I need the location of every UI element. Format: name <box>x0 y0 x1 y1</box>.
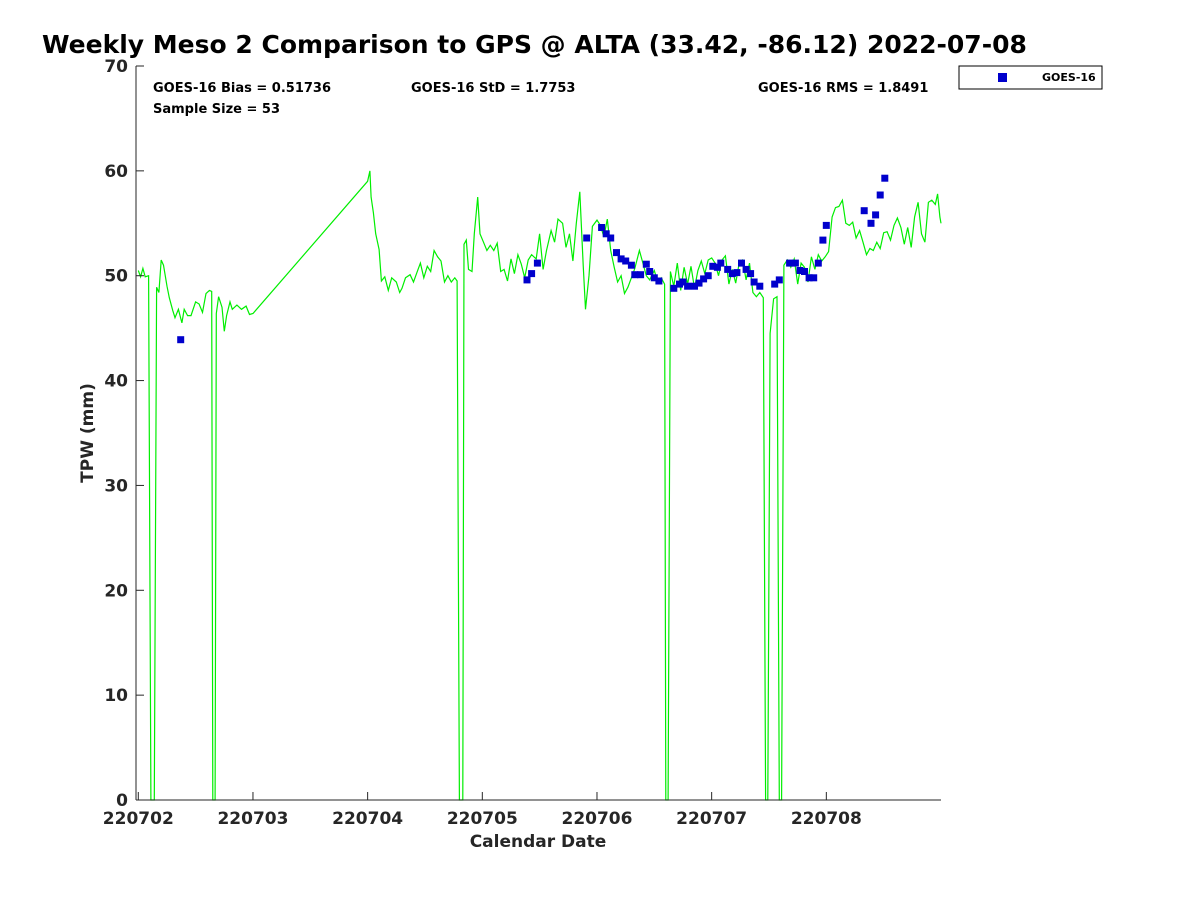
x-tick-label: 220703 <box>217 809 288 829</box>
goes-point <box>679 278 687 286</box>
goes-point <box>709 262 717 270</box>
y-tick-label: 70 <box>104 57 128 77</box>
goes-point <box>602 230 610 238</box>
goes-point <box>801 268 808 275</box>
x-tick-label: 220705 <box>447 809 518 829</box>
legend-box <box>958 65 1103 90</box>
x-tick-label: 220704 <box>332 809 403 829</box>
goes-point <box>742 265 750 273</box>
goes-point <box>819 236 827 244</box>
goes-point <box>700 275 708 283</box>
goes-point <box>622 257 630 265</box>
y-tick-label: 20 <box>104 581 128 601</box>
x-tick-label: 220702 <box>103 809 174 829</box>
goes-point <box>860 207 868 215</box>
legend-label: GOES-16 <box>1042 71 1096 84</box>
goes-point <box>822 221 830 229</box>
goes-point <box>598 224 606 231</box>
rms-stat: GOES-16 RMS = 1.8491 <box>758 81 928 96</box>
std-stat: GOES-16 StD = 1.7753 <box>411 81 575 96</box>
legend: GOES-16 <box>958 65 1103 90</box>
goes-point <box>704 272 712 280</box>
goes-point <box>533 259 541 267</box>
plot-background <box>136 66 941 800</box>
goes-point <box>627 261 635 269</box>
sample-size-stat: Sample Size = 53 <box>153 102 280 117</box>
goes-point <box>876 191 884 199</box>
goes-point <box>523 276 531 284</box>
goes-point <box>646 268 654 275</box>
y-tick-label: 30 <box>104 476 128 496</box>
goes-point <box>750 278 758 286</box>
goes-point <box>728 270 736 278</box>
goes-point <box>756 282 764 290</box>
y-tick-label: 50 <box>104 267 128 287</box>
goes-point <box>786 259 794 267</box>
goes-point <box>642 260 650 268</box>
goes-point <box>717 259 725 267</box>
goes-point <box>747 270 755 278</box>
goes-point <box>670 284 678 292</box>
goes-point <box>617 255 625 263</box>
goes-point <box>738 259 745 267</box>
goes-point <box>631 271 639 279</box>
goes-point <box>771 280 779 288</box>
goes-point <box>796 267 804 274</box>
plot-area <box>136 66 941 800</box>
goes-point <box>691 282 698 290</box>
goes-point <box>650 274 658 282</box>
goes-point <box>655 277 663 285</box>
gps-series <box>137 170 942 801</box>
goes-point <box>867 219 875 227</box>
x-tick-label: 220708 <box>791 809 862 829</box>
goes-point <box>872 211 880 219</box>
goes-point <box>695 279 703 287</box>
goes-point <box>528 270 536 278</box>
goes-point <box>713 263 721 271</box>
goes-point <box>637 271 645 279</box>
goes-point <box>814 259 822 267</box>
goes-point <box>810 274 818 282</box>
chart-title: Weekly Meso 2 Comparison to GPS @ ALTA (… <box>42 30 1027 59</box>
goes-point <box>881 174 889 182</box>
y-axis-label: TPW (mm) <box>78 383 98 483</box>
x-axis-label: Calendar Date <box>470 832 607 852</box>
legend-marker <box>998 73 1007 82</box>
goes-point <box>775 276 783 284</box>
goes-point <box>177 336 185 344</box>
goes-series <box>177 174 889 344</box>
x-tick-label: 220707 <box>676 809 747 829</box>
goes-point <box>791 259 799 267</box>
bias-stat: GOES-16 Bias = 0.51736 <box>153 81 331 96</box>
goes-point <box>724 265 732 273</box>
gps-line <box>137 170 942 801</box>
x-tick-label: 220706 <box>561 809 632 829</box>
y-tick-label: 10 <box>104 686 128 706</box>
tick-labels: 0 10 20 30 40 50 60 70 220702 220703 220704 220705 2… <box>103 57 862 829</box>
y-tick-label: 40 <box>104 372 128 392</box>
goes-point <box>684 282 692 290</box>
goes-point <box>607 234 615 242</box>
y-tick-label: 0 <box>116 791 128 811</box>
goes-point <box>583 234 591 242</box>
goes-point <box>733 269 741 277</box>
axes <box>135 65 941 801</box>
goes-point <box>613 249 620 257</box>
goes-point <box>805 274 813 282</box>
y-tick-label: 60 <box>104 162 128 182</box>
